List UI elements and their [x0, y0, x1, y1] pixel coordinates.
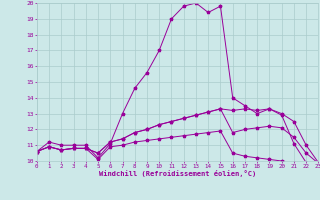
X-axis label: Windchill (Refroidissement éolien,°C): Windchill (Refroidissement éolien,°C) [99, 170, 256, 177]
